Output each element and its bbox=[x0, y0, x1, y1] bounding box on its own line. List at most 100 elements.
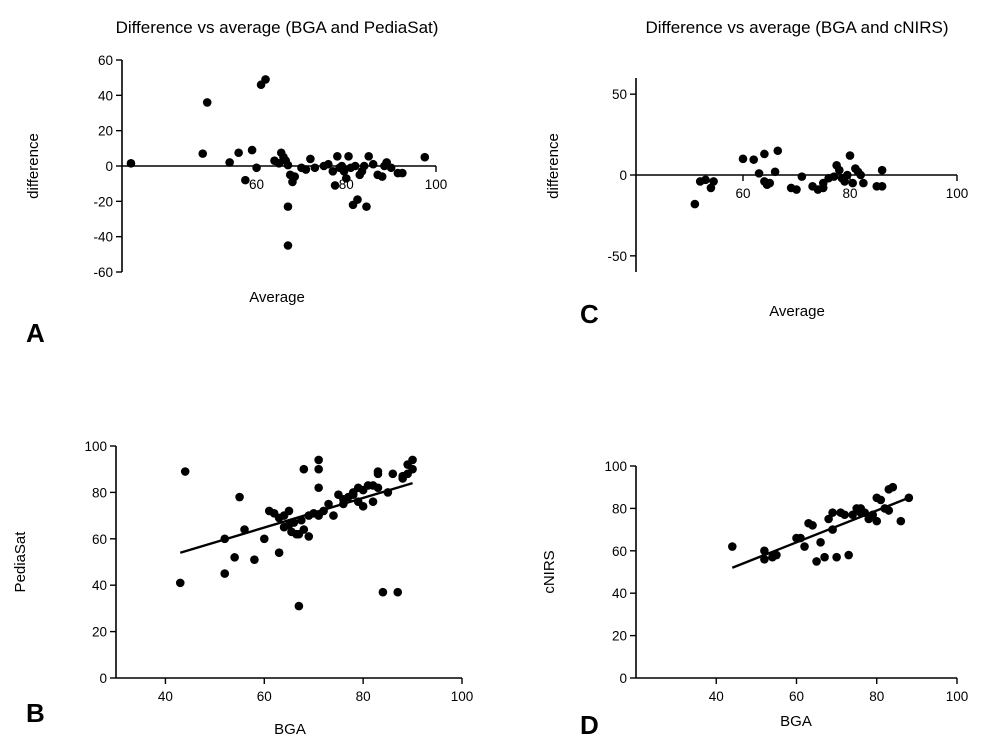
data-point bbox=[310, 163, 320, 173]
data-point bbox=[884, 506, 894, 515]
data-point bbox=[341, 174, 351, 183]
x-tick-label: 100 bbox=[451, 689, 474, 704]
x-axis-label-b: BGA bbox=[274, 721, 306, 738]
data-point bbox=[377, 172, 387, 181]
data-point bbox=[877, 182, 887, 191]
data-point bbox=[299, 525, 309, 534]
y-tick-label: -50 bbox=[607, 249, 627, 264]
data-point bbox=[180, 467, 190, 476]
data-point bbox=[299, 464, 309, 474]
data-point bbox=[765, 178, 775, 188]
chart-panel-a: Difference vs average (BGA and PediaSat)… bbox=[25, 18, 447, 348]
x-tick-label: 100 bbox=[946, 186, 969, 201]
x-tick-label: 40 bbox=[158, 689, 173, 704]
data-point bbox=[283, 160, 293, 170]
data-point bbox=[860, 508, 870, 517]
data-point bbox=[274, 548, 284, 558]
y-tick-label: -20 bbox=[93, 194, 113, 209]
x-tick-label: 100 bbox=[946, 689, 969, 704]
data-point bbox=[904, 493, 914, 503]
data-point bbox=[808, 521, 817, 530]
data-point bbox=[856, 170, 865, 180]
data-point bbox=[690, 199, 700, 209]
data-point bbox=[175, 578, 185, 588]
y-tick-label: 0 bbox=[105, 159, 113, 174]
data-point bbox=[259, 534, 269, 544]
data-point bbox=[408, 464, 417, 474]
y-tick-label: 0 bbox=[99, 671, 107, 686]
data-point bbox=[284, 506, 294, 516]
data-point bbox=[835, 165, 844, 175]
data-point bbox=[843, 170, 852, 180]
data-point bbox=[388, 469, 398, 479]
data-point bbox=[234, 148, 243, 158]
y-tick-label: 50 bbox=[612, 87, 627, 102]
data-point bbox=[859, 178, 868, 188]
x-axis-label-a: Average bbox=[249, 289, 305, 306]
regression-line-b bbox=[179, 481, 413, 554]
panel-letter-b: B bbox=[26, 698, 45, 728]
data-point bbox=[420, 152, 430, 162]
panel-letter-a: A bbox=[26, 318, 45, 348]
data-point bbox=[126, 159, 136, 168]
x-axis-label-d: BGA bbox=[780, 713, 812, 730]
data-point bbox=[314, 483, 323, 493]
data-point bbox=[760, 546, 769, 556]
data-point bbox=[261, 75, 270, 84]
data-point bbox=[294, 601, 304, 611]
y-tick-label: 100 bbox=[604, 459, 627, 474]
x-tick-label: 80 bbox=[842, 186, 857, 201]
data-point bbox=[398, 168, 407, 178]
data-point bbox=[339, 499, 348, 509]
chart-panel-b: BGA PediaSat B 0 20 40 60 80 100 40 60 80 100 bbox=[12, 439, 473, 738]
data-point bbox=[350, 161, 360, 171]
data-point bbox=[301, 165, 311, 174]
x-tick-label: 80 bbox=[356, 689, 371, 704]
x-tick-label: 80 bbox=[869, 689, 884, 704]
data-point bbox=[845, 151, 855, 160]
data-point bbox=[828, 525, 837, 534]
data-point bbox=[398, 471, 407, 481]
y-axis-label-c: difference bbox=[545, 133, 562, 199]
y-tick-label: 60 bbox=[92, 532, 107, 547]
chart-panel-d: BGA cNIRS D 0 20 40 60 80 100 40 60 80 100 bbox=[541, 459, 968, 740]
data-point bbox=[709, 177, 718, 186]
y-tick-label: 60 bbox=[98, 53, 113, 68]
data-point bbox=[816, 538, 825, 547]
y-axis-label-a: difference bbox=[25, 133, 42, 199]
data-point bbox=[876, 495, 886, 505]
data-point bbox=[250, 555, 259, 564]
data-point bbox=[832, 552, 841, 562]
data-point bbox=[796, 533, 805, 543]
data-point bbox=[378, 587, 388, 597]
y-tick-label: 20 bbox=[612, 629, 627, 644]
data-point bbox=[754, 169, 764, 178]
data-point bbox=[728, 542, 737, 551]
y-tick-label: 80 bbox=[612, 501, 627, 516]
data-point bbox=[829, 172, 839, 181]
data-point bbox=[772, 550, 781, 560]
data-point bbox=[888, 482, 898, 492]
y-tick-label: -40 bbox=[93, 230, 113, 245]
data-point bbox=[868, 510, 878, 520]
data-point bbox=[820, 552, 829, 562]
data-point bbox=[225, 158, 234, 167]
chart-panel-c: Difference vs average (BGA and cNIRS) Av… bbox=[545, 18, 968, 329]
data-point bbox=[359, 161, 369, 171]
y-tick-label: 0 bbox=[619, 671, 627, 686]
data-point bbox=[289, 518, 299, 527]
y-tick-label: 0 bbox=[619, 168, 627, 183]
data-point bbox=[240, 525, 249, 534]
data-point bbox=[844, 550, 853, 560]
data-point bbox=[247, 145, 257, 155]
data-point bbox=[324, 159, 333, 169]
data-point bbox=[383, 488, 393, 497]
data-point bbox=[283, 241, 293, 250]
data-point bbox=[198, 149, 208, 158]
data-point bbox=[760, 149, 769, 159]
panel-letter-c: C bbox=[580, 299, 599, 329]
data-point bbox=[872, 516, 882, 526]
data-point bbox=[828, 508, 837, 517]
data-point bbox=[792, 185, 801, 194]
